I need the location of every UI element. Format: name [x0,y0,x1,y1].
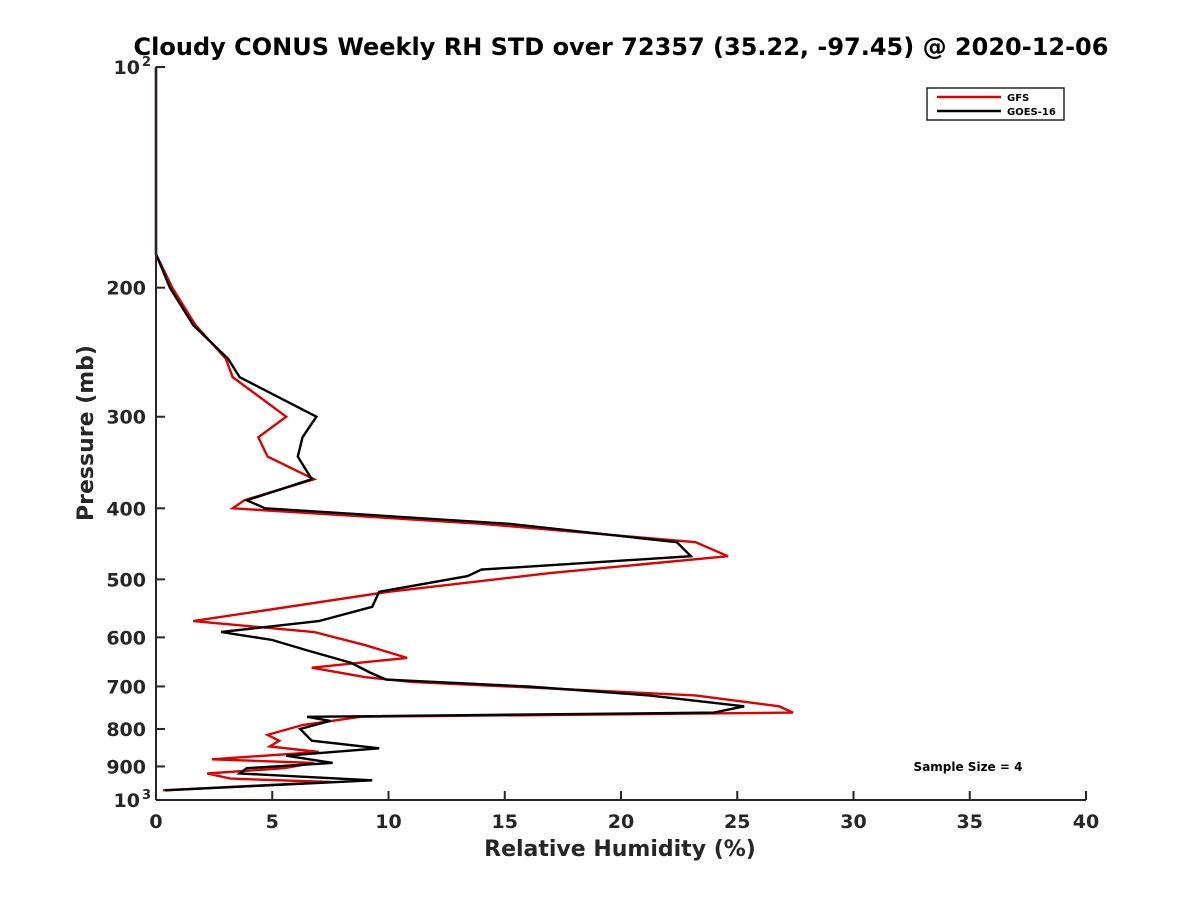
y-tick-label: 200 [106,278,146,300]
x-tick-label: 20 [608,811,634,833]
x-tick-label: 30 [840,811,866,833]
y-tick-label: 400 [106,498,146,520]
legend-entry-label: GFS [1007,93,1029,104]
y-tick-exponent: 2 [142,55,151,70]
x-tick-label: 15 [492,811,518,833]
y-tick-label: 700 [106,676,146,698]
x-tick-label: 40 [1073,811,1099,833]
x-tick-label: 35 [957,811,983,833]
x-tick-label: 5 [266,811,279,833]
y-tick-label: 300 [106,407,146,429]
sample-size-annotation: Sample Size = 4 [914,760,1023,774]
series-line-gfs [154,67,794,792]
x-tick-label: 0 [149,811,162,833]
x-tick-label: 10 [375,811,401,833]
plot-area [154,67,794,792]
y-tick-exponent: 3 [142,788,151,803]
y-tick-label: 10 [114,790,140,812]
y-axis-label: Pressure (mb) [74,345,99,521]
y-tick-label: 10 [114,57,140,79]
legend: GFS GOES-16 [926,87,1065,121]
y-tick-label: 500 [106,569,146,591]
y-tick-label: 600 [106,627,146,649]
legend-box [926,87,1065,121]
y-tick-label: 800 [106,719,146,741]
chart-title: Cloudy CONUS Weekly RH STD over 72357 (3… [134,33,1109,61]
series-line-goes-16 [154,67,745,792]
x-axis-label: Relative Humidity (%) [484,837,756,862]
legend-entry-label: GOES-16 [1007,107,1056,118]
x-tick-label: 25 [724,811,750,833]
y-tick-label: 900 [106,756,146,778]
